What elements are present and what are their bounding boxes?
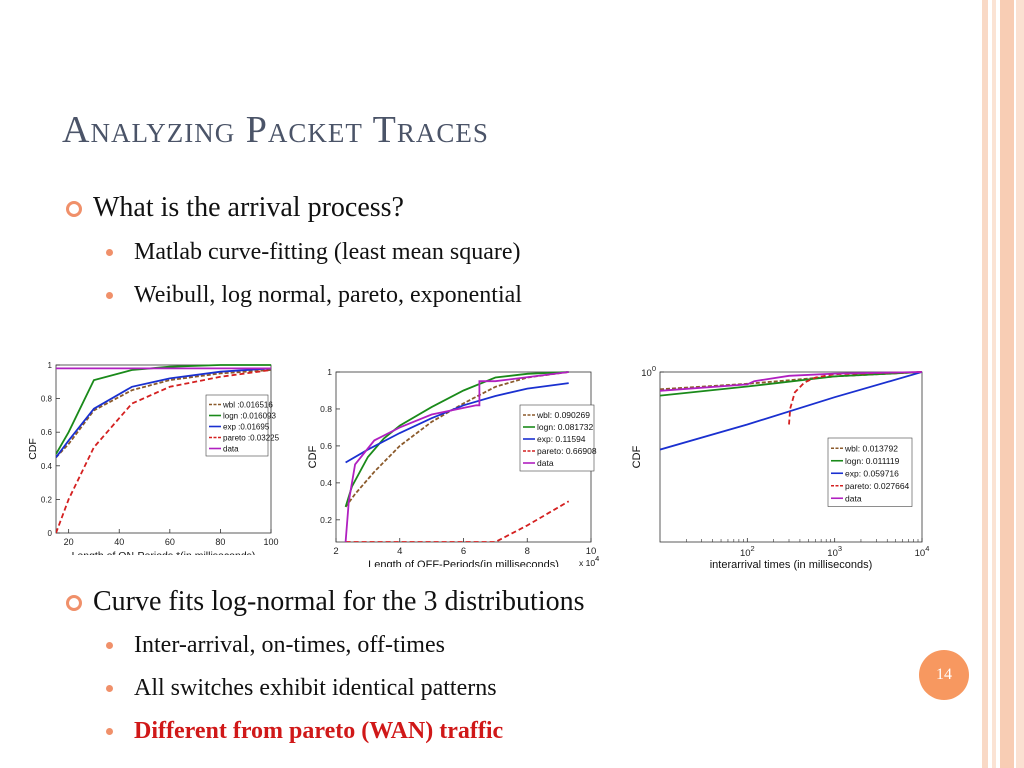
x-tick-label: 20 [64, 537, 74, 547]
sub-bullet-text: Inter-arrival, on-times, off-times [134, 632, 445, 658]
sub-bullet-text: Weibull, log normal, pareto, exponential [134, 282, 522, 308]
legend-entry: exp: 0.11594 [537, 434, 586, 444]
series-line-exp [660, 371, 922, 451]
legend-entry: logn :0.016093 [223, 412, 276, 421]
bullet-ring-icon [66, 595, 82, 611]
series-line-pareto [345, 500, 570, 542]
bullet-dot-icon [106, 642, 113, 649]
legend-entry: pareto: 0.027664 [845, 481, 910, 491]
stripe [992, 0, 996, 768]
y-tick-label: 1 [327, 367, 332, 377]
y-tick-label: 0.6 [320, 441, 332, 451]
y-tick-label: 0.8 [320, 404, 332, 414]
bullet-dot-icon [106, 249, 113, 256]
chart-interarrival: 102 103 104 100 interarrival times (in milli… [620, 362, 942, 577]
legend-entry: exp: 0.059716 [845, 468, 899, 478]
legend-entry: wbl: 0.013792 [844, 443, 898, 453]
y-tick-label: 0.6 [41, 428, 53, 437]
y-tick-label: 0.4 [320, 478, 332, 488]
legend-entry: wbl :0.016516 [222, 401, 273, 410]
x-tick-label: 2 [333, 546, 338, 557]
slide-title: Analyzing Packet Traces [62, 109, 489, 151]
x-tick-label: 100 [263, 537, 278, 547]
x-tick-label: 8 [525, 546, 530, 557]
x-axis-label: Length of ON-Periods *(in milliseconds) [72, 550, 256, 555]
legend-entry: data [223, 445, 239, 454]
y-tick-label: 1 [48, 361, 53, 370]
series-line-logn [344, 371, 569, 508]
bullet-dot-icon [106, 292, 113, 299]
series-line-pareto [56, 369, 271, 533]
series-line-data [660, 371, 922, 392]
sub-bullet-text: All switches exhibit identical patterns [134, 675, 497, 701]
y-axis-label: CDF [631, 445, 643, 468]
x-axis-multiplier: x 104 [579, 554, 599, 567]
bullet-dot-icon [106, 685, 113, 692]
decorative-stripes [982, 0, 1024, 768]
bullet-1-text: What is the arrival process? [93, 192, 404, 223]
page-number-badge: 14 [919, 650, 969, 700]
bullet-dot-icon [106, 728, 113, 735]
y-tick-label: 0.4 [41, 462, 53, 471]
legend-box [519, 404, 595, 472]
x-tick-label: 4 [397, 546, 402, 557]
x-tick-label: 60 [165, 537, 175, 547]
y-tick-label: 0.8 [41, 395, 53, 404]
series-line-logn [56, 364, 271, 455]
x-tick-label: 10 [586, 546, 597, 557]
legend-entry: logn: 0.081732 [537, 422, 594, 432]
sub-bullet-text: Matlab curve-fitting (least mean square) [134, 239, 521, 265]
x-axis-label: interarrival times (in milliseconds) [710, 559, 873, 571]
sub-bullet-text-highlight: Different from pareto (WAN) traffic [134, 718, 504, 744]
chart-on-periods-svg: 20 40 60 80 100 0 0.2 0.4 0.6 0.8 1 Length of ON-Pe… [27, 361, 280, 555]
legend-entry: wbl: 0.090269 [536, 410, 590, 420]
y-tick-label: 0.2 [320, 515, 332, 525]
bullet-ring-icon [66, 201, 82, 217]
legend-entry: pareto :0.03225 [223, 434, 280, 443]
stripe [982, 0, 988, 768]
bullet-2-text: Curve fits log-normal for the 3 distribu… [93, 586, 585, 617]
legend-entry: pareto: 0.66908 [537, 446, 597, 456]
series-line-logn [660, 371, 922, 397]
y-tick-label: 0.2 [41, 495, 53, 504]
series-line-wbl [56, 369, 271, 459]
x-tick-label: 6 [461, 546, 466, 557]
legend-entry: exp :0.01695 [223, 423, 270, 432]
x-tick-label: 103 [827, 544, 842, 559]
chart-interarrival-svg: 102 103 104 100 interarrival times (in milli… [631, 364, 930, 571]
x-tick-label: 80 [215, 537, 225, 547]
x-tick-label: 102 [740, 544, 755, 559]
series-line-exp [56, 367, 271, 458]
legend-box [827, 437, 913, 507]
x-tick-label: 40 [114, 537, 124, 547]
chart-off-periods: 2 4 6 8 10 0.2 0.4 0.6 0.8 1 Length of OFF-Periods… [296, 362, 606, 567]
series-line-data [344, 371, 569, 542]
stripe [1000, 0, 1014, 768]
stripe [1016, 0, 1024, 768]
y-axis-label: CDF [27, 438, 39, 460]
y-tick-label: 100 [641, 364, 656, 379]
chart-off-periods-svg: 2 4 6 8 10 0.2 0.4 0.6 0.8 1 Length of OFF-Periods… [307, 367, 599, 567]
legend-entry: data [845, 493, 862, 503]
y-axis-label: CDF [307, 445, 319, 468]
chart-on-periods: 20 40 60 80 100 0 0.2 0.4 0.6 0.8 1 Length of ON-Pe… [26, 355, 286, 555]
legend-entry: data [537, 458, 554, 468]
x-axis-label: Length of OFF-Periods(in milliseconds) [368, 559, 559, 567]
x-tick-label: 104 [915, 544, 930, 559]
legend-entry: logn: 0.011119 [845, 456, 900, 466]
series-line-wbl [344, 371, 569, 508]
y-tick-label: 0 [48, 529, 53, 538]
